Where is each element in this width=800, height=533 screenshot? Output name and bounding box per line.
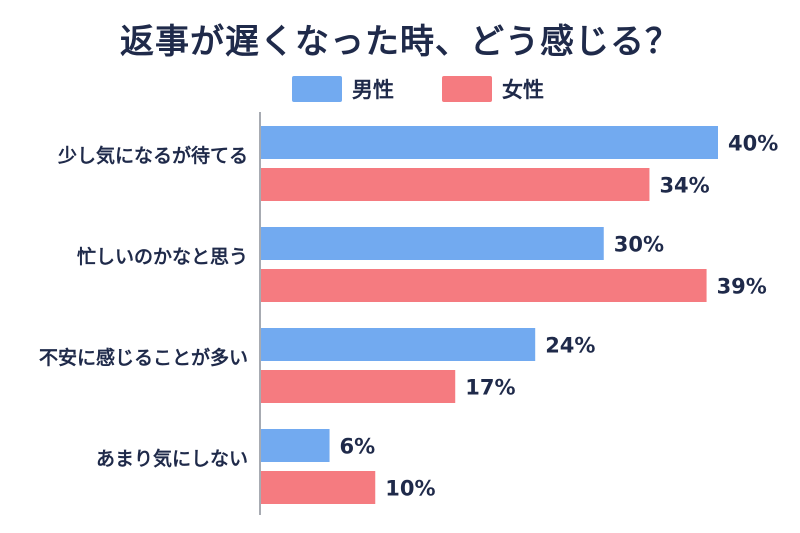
data-label: 34% — [659, 174, 709, 198]
legend-swatch-male — [292, 76, 342, 102]
data-label: 30% — [614, 233, 664, 257]
data-label: 24% — [545, 334, 595, 358]
chart-title: 返事が遅くなった時、どう感じる？ — [120, 22, 680, 62]
bar-male — [261, 429, 330, 462]
bar-female — [261, 168, 650, 201]
bar-female — [261, 471, 376, 504]
bar-female — [261, 269, 707, 302]
legend-item-female: 女性 — [442, 74, 544, 104]
legend-swatch-female — [442, 76, 492, 102]
data-label: 17% — [465, 376, 515, 400]
legend-label-female: 女性 — [502, 78, 544, 102]
legend-label-male: 男性 — [352, 78, 394, 102]
category-label: 不安に感じることが多い — [39, 346, 248, 369]
bar-male — [261, 126, 718, 159]
bar-male — [261, 227, 604, 260]
bar-female — [261, 370, 456, 403]
data-label: 6% — [340, 435, 376, 459]
legend: 男性 女性 — [0, 74, 800, 108]
legend-item-male: 男性 — [292, 74, 394, 104]
data-label: 39% — [717, 275, 767, 299]
category-label: 忙しいのかなと思う — [77, 245, 248, 268]
category-label: あまり気にしない — [96, 447, 248, 470]
bar-male — [261, 328, 536, 361]
category-label: 少し気になるが待てる — [57, 144, 248, 167]
data-label: 10% — [385, 477, 435, 501]
data-label: 40% — [728, 132, 778, 156]
